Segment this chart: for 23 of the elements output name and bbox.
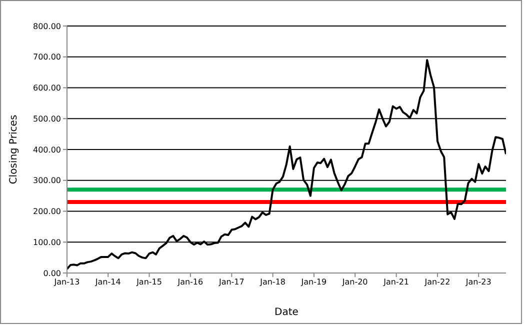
x-tick-label: Jan-13	[53, 278, 80, 287]
x-tick-label: Jan-23	[464, 278, 492, 287]
y-tick-label: 400.00	[33, 145, 61, 154]
x-tick-label: Jan-15	[136, 278, 162, 287]
y-tick-label: 800.00	[33, 22, 61, 31]
x-tick-label: Jan-22	[424, 278, 450, 287]
x-axis-title: Date	[274, 307, 298, 318]
y-tick-label: 600.00	[33, 84, 61, 93]
line-series	[67, 58, 506, 270]
y-tick-label: 0.00	[43, 268, 61, 278]
y-axis-title: Closing Prices	[8, 114, 20, 184]
x-tick-label: Jan-21	[382, 278, 410, 287]
y-tick-label: 200.00	[33, 207, 61, 216]
x-tick-label: Jan-18	[259, 278, 286, 287]
y-tick-label: 700.00	[33, 52, 61, 62]
x-tick-label: Jan-16	[176, 278, 204, 287]
x-tick-label: Jan-14	[94, 278, 121, 287]
y-tick-label: 300.00	[33, 176, 61, 186]
y-tick-label: 100.00	[33, 238, 61, 247]
x-tick-label: Jan-20	[341, 278, 368, 287]
x-tick-label: Jan-19	[300, 278, 327, 287]
x-tick-label: Jan-17	[218, 278, 244, 287]
y-tick-label: 500.00	[33, 114, 61, 124]
